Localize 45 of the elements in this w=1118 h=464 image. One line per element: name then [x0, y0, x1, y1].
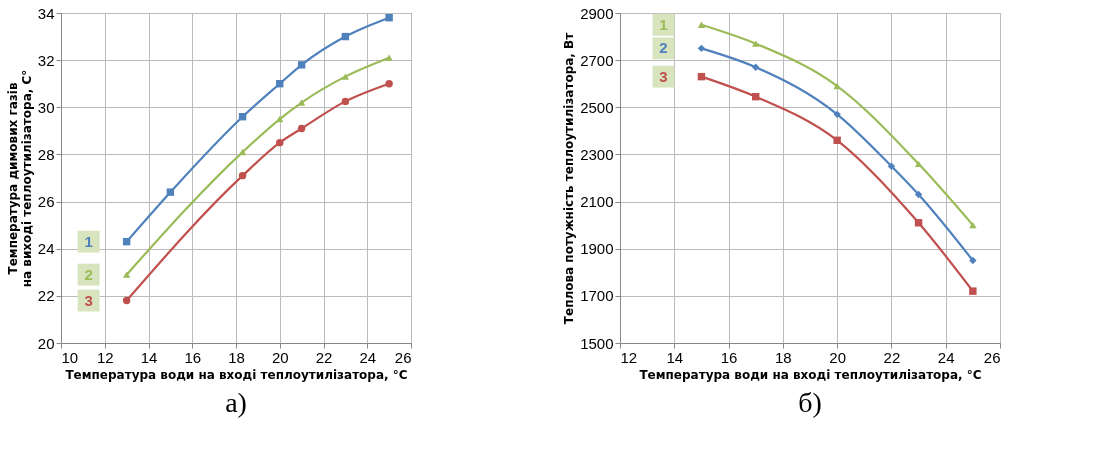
x-tick-label: 12 [96, 348, 114, 366]
x-axis-title: Температура води на вході теплоутилізатора, °C [639, 367, 982, 382]
y-tick-label: 2100 [580, 193, 614, 211]
x-tick-label: 18 [775, 348, 792, 366]
x-tick-label: 14 [140, 348, 158, 366]
y-tick-label: 34 [37, 4, 55, 22]
x-tick-label: 16 [720, 348, 738, 366]
y-tick-label: 22 [37, 287, 55, 305]
y-tick-label: 2300 [580, 145, 614, 163]
x-tick-label: 18 [228, 348, 245, 366]
x-tick-label: 22 [315, 348, 333, 366]
text: 1 [659, 15, 668, 33]
x-tick-label: 26 [983, 348, 1001, 366]
x-tick-label: 14 [666, 348, 684, 366]
y-axis-title: Температура димових газів на виході теплоутилізатора, C° [5, 69, 34, 288]
x-tick-label: 24 [359, 348, 377, 366]
text: 3 [659, 67, 668, 85]
y-axis-title: Теплова потужність теплоутилізатора, Вт [562, 32, 577, 325]
y-tick-label: 2700 [580, 51, 614, 69]
y-tick-label: 2900 [580, 4, 614, 22]
x-tick-label: 20 [829, 348, 846, 366]
y-tick-label: 28 [37, 145, 55, 163]
y-tick-label: 20 [37, 334, 55, 352]
y-tick-label: 1700 [580, 287, 614, 305]
x-tick-label: 10 [61, 348, 79, 366]
y-tick-label: 24 [37, 240, 55, 258]
text: 3 [84, 291, 93, 309]
text: 1 [84, 232, 93, 250]
x-tick-label: 24 [937, 348, 955, 366]
x-tick-label: 16 [184, 348, 202, 366]
x-axis-title: Температура води на вході теплоутилізатора, °C [65, 367, 408, 382]
y-tick-label: 32 [37, 51, 55, 69]
text: 2 [659, 39, 668, 57]
text: б) [798, 387, 822, 418]
text: а) [225, 387, 247, 418]
x-tick-label: 12 [620, 348, 638, 366]
y-tick-label: 1500 [580, 334, 614, 352]
y-tick-label: 30 [37, 98, 55, 116]
y-tick-label: 2500 [580, 98, 614, 116]
x-tick-label: 26 [394, 348, 412, 366]
x-tick-label: 22 [883, 348, 901, 366]
x-tick-label: 20 [271, 348, 289, 366]
y-tick-label: 26 [37, 193, 55, 211]
text: 2 [84, 265, 93, 283]
y-tick-label: 1900 [580, 240, 614, 258]
